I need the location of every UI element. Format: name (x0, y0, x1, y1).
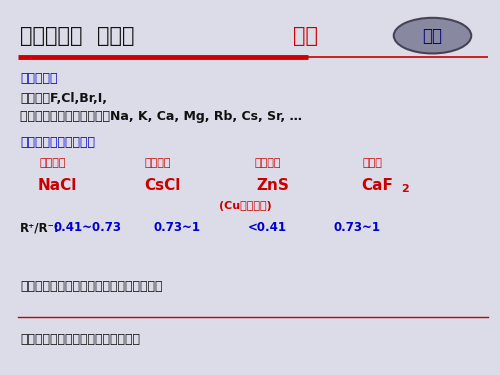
Text: CaF: CaF (362, 178, 394, 193)
Text: 萤石型: 萤石型 (362, 158, 382, 168)
Text: 结构也很简单、典型：: 结构也很简单、典型： (20, 136, 95, 149)
Text: 第二十三章  卤化物: 第二十三章 卤化物 (20, 26, 134, 46)
Text: 阳离子：碱金属和碱土金属Na, K, Ca, Mg, Rb, Cs, Sr, …: 阳离子：碱金属和碱土金属Na, K, Ca, Mg, Rb, Cs, Sr, … (20, 110, 302, 123)
Text: 0.73~1: 0.73~1 (154, 221, 201, 234)
Text: 阴离子：F,Cl,Br,I,: 阴离子：F,Cl,Br,I, (20, 92, 107, 105)
Text: 0.41~0.73: 0.41~0.73 (54, 221, 122, 234)
Text: 0.73~1: 0.73~1 (334, 221, 381, 234)
Ellipse shape (394, 18, 471, 54)
Text: 成分简单：: 成分简单： (20, 72, 58, 85)
Text: CsCl: CsCl (144, 178, 180, 193)
Text: 氯化钠型、闪锌矿型都学过了（回忆？），: 氯化钠型、闪锌矿型都学过了（回忆？）， (20, 280, 163, 293)
Text: 氯化铯型: 氯化铯型 (144, 158, 171, 168)
Text: <0.41: <0.41 (248, 221, 287, 234)
Text: (Cu的卤化物): (Cu的卤化物) (218, 201, 272, 211)
Text: 氯化钠型: 氯化钠型 (39, 158, 66, 168)
Text: 2: 2 (401, 184, 409, 194)
Text: ZnS: ZnS (256, 178, 289, 193)
Text: R⁺/R⁻:: R⁺/R⁻: (20, 221, 60, 234)
Text: NaCl: NaCl (38, 178, 77, 193)
Text: 大类: 大类 (292, 26, 318, 46)
Text: 概述: 概述 (422, 27, 442, 45)
Text: 氯化铯型、萤石型是新的结构类型。: 氯化铯型、萤石型是新的结构类型。 (20, 333, 140, 346)
Text: 闪锌矿型: 闪锌矿型 (254, 158, 281, 168)
